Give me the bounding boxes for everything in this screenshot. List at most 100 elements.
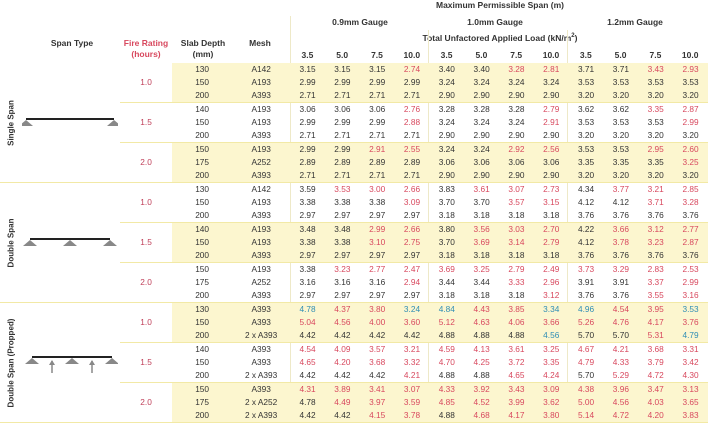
span-value-cell: 4.12 — [577, 197, 595, 207]
span-value-cell: 2.71 — [394, 89, 430, 103]
span-value-cell: 2.71 — [324, 169, 360, 183]
span-value-cell: 2.90 — [533, 169, 569, 183]
span-value-cell: 3.65 — [673, 396, 708, 409]
span-value-cell: 2.79 — [508, 264, 525, 274]
span-value-cell: 2.49 — [543, 264, 560, 274]
span-value-cell: 2.90 — [533, 89, 569, 103]
span-value-cell: 3.18 — [533, 249, 569, 263]
span-value-cell: 3.68 — [647, 344, 664, 354]
span-value-cell: 2.73 — [543, 184, 560, 194]
span-value-cell: 3.71 — [603, 63, 639, 76]
span-value-cell: 3.53 — [334, 184, 351, 194]
span-value-cell: 4.38 — [568, 382, 604, 396]
span-value-cell: 4.42 — [394, 329, 430, 343]
span-value-cell: 2.71 — [290, 129, 325, 143]
span-type-label: Double Span — [6, 218, 16, 267]
span-value-cell: 3.44 — [473, 277, 490, 287]
span-value-cell: 2.89 — [359, 156, 395, 169]
span-value-cell: 2.87 — [682, 104, 699, 114]
span-type-label: Double Span (Propped) — [6, 318, 16, 407]
span-value-cell: 2.90 — [429, 129, 465, 143]
span-value-cell: 4.59 — [438, 344, 455, 354]
span-value-cell: 4.79 — [577, 357, 595, 367]
span-value-cell: 3.28 — [473, 104, 490, 114]
span-value-cell: 2.99 — [290, 76, 325, 89]
span-value-cell: 3.78 — [394, 409, 430, 423]
span-value-cell: 2.94 — [403, 277, 421, 287]
load-column-header: 10.0 — [403, 50, 421, 60]
span-value-cell: 5.04 — [290, 316, 325, 329]
span-value-cell: 2.87 — [673, 236, 708, 249]
span-value-cell: 2.99 — [682, 277, 699, 287]
table-row: Single Span 1.0 130 A142 3.15 3.15 3.15 2.74 3.4… — [0, 63, 708, 183]
single-span-diagram-icon — [19, 111, 121, 139]
span-value-cell: 4.42 — [324, 409, 360, 423]
span-type-label: Single Span — [6, 99, 16, 146]
span-value-cell: 4.68 — [464, 409, 500, 423]
span-value-cell: 3.18 — [464, 249, 500, 263]
span-value-cell: 3.38 — [299, 264, 316, 274]
span-value-cell: 4.12 — [612, 197, 629, 207]
span-value-cell: 2.88 — [403, 117, 421, 127]
fire-rating-header: Fire Rating (hours) — [118, 38, 174, 60]
span-value-cell: 3.28 — [438, 104, 455, 114]
span-value-cell: 3.57 — [508, 197, 525, 207]
span-value-cell: 3.18 — [429, 249, 465, 263]
span-value-cell: 4.24 — [533, 369, 569, 383]
span-value-cell: 4.76 — [603, 316, 639, 329]
span-value-cell: 3.32 — [403, 357, 421, 367]
span-value-cell: 2.99 — [334, 117, 351, 127]
span-value-cell: 2.71 — [324, 129, 360, 143]
span-value-cell: 4.78 — [290, 302, 325, 316]
span-value-cell: 3.71 — [568, 63, 604, 76]
span-value-cell: 2.97 — [290, 289, 325, 303]
table-row: 1.5 140 A193 3.06 3.06 3.06 2.76 3.28 3.28 3.28 2.… — [0, 102, 708, 143]
span-value-cell: 4.17 — [499, 409, 534, 423]
span-value-cell: 4.12 — [568, 236, 604, 249]
slab-depth-header: Slab Depth (mm) — [172, 38, 234, 60]
span-value-cell: 4.85 — [429, 396, 465, 409]
mesh-cell: A193 — [232, 142, 291, 156]
span-value-cell: 4.72 — [603, 409, 639, 423]
span-value-cell: 4.09 — [334, 344, 351, 354]
span-value-cell: 3.35 — [638, 156, 674, 169]
span-value-cell: 4.42 — [359, 369, 395, 383]
span-value-cell: 3.13 — [673, 382, 708, 396]
table-row: 200 2 x A393 4.42 4.42 4.15 3.78 4.88 4.68 4.17 3… — [0, 409, 708, 423]
slab-depth-cell: 150 — [172, 142, 233, 156]
span-value-cell: 2.97 — [359, 289, 395, 303]
span-value-cell: 2.99 — [324, 142, 360, 156]
span-value-cell: 3.40 — [464, 63, 500, 76]
table-row: 200 A393 2.71 2.71 2.71 2.71 2.90 2.90 2.90 2.90 3… — [0, 129, 708, 143]
slab-depth-label: Slab Depth — [180, 38, 226, 48]
span-value-cell: 4.88 — [429, 329, 465, 343]
span-value-cell: 3.76 — [603, 289, 639, 303]
span-value-cell: 3.53 — [612, 117, 629, 127]
span-value-cell: 3.24 — [533, 76, 569, 89]
span-value-cell: 4.22 — [568, 222, 604, 236]
double-span-diagram-icon — [22, 231, 118, 259]
span-value-cell: 2.66 — [394, 222, 430, 236]
slab-depth-cell: 130 — [172, 63, 233, 76]
span-value-cell: 3.34 — [533, 302, 569, 316]
span-value-cell: 4.56 — [324, 316, 360, 329]
span-value-cell: 3.35 — [543, 357, 560, 367]
slab-depth-cell: 150 — [172, 382, 233, 396]
mesh-cell: A252 — [232, 156, 291, 169]
span-value-cell: 3.20 — [568, 89, 604, 103]
table-row: 150 A393 4.65 4.20 3.68 3.32 4.70 4.25 3.72 3.35 4… — [0, 356, 708, 369]
span-value-cell: 3.53 — [568, 142, 604, 156]
span-value-cell: 3.53 — [647, 117, 664, 127]
fire-rating-cell: 1.0 — [120, 63, 173, 103]
span-value-cell: 3.18 — [464, 209, 500, 223]
span-value-cell: 4.88 — [464, 329, 500, 343]
load-column-header: 3.5 — [440, 50, 453, 60]
mesh-cell: A193 — [251, 104, 271, 114]
slab-depth-unit: (mm) — [192, 49, 214, 59]
span-value-cell: 2.47 — [403, 264, 421, 274]
span-value-cell: 3.44 — [438, 277, 455, 287]
mesh-cell: 2 x A393 — [232, 329, 291, 343]
table-row: 150 A193 2.99 2.99 2.99 2.88 3.24 3.24 3.24 2.91 3… — [0, 116, 708, 129]
span-value-cell: 3.78 — [603, 236, 639, 249]
span-value-cell: 3.24 — [464, 76, 500, 89]
